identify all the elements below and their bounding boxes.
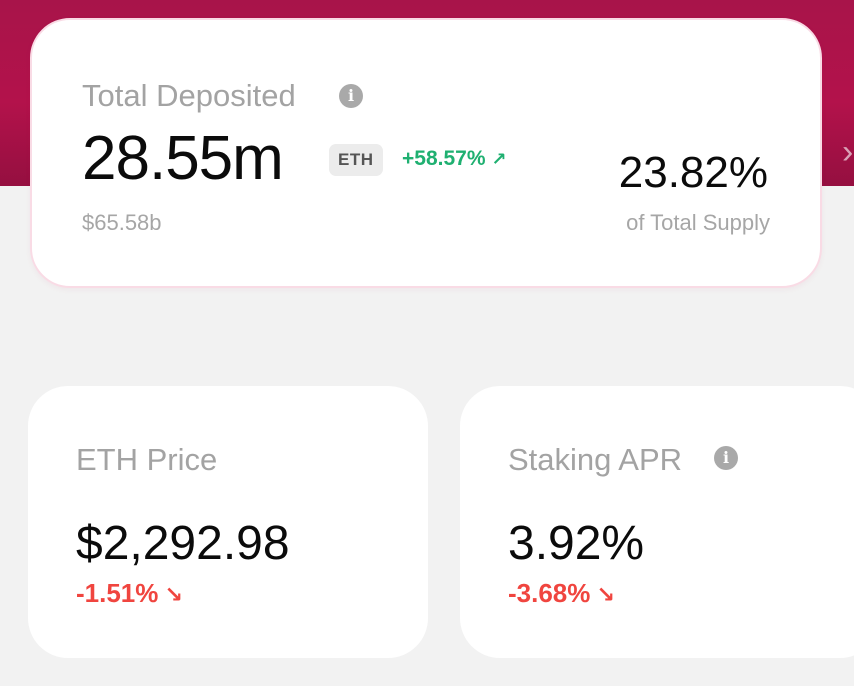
staking-apr-card: Staking APR i 3.92% -3.68% ↘	[460, 386, 854, 658]
info-icon[interactable]: i	[339, 84, 363, 108]
supply-label: of Total Supply	[626, 210, 770, 235]
info-icon[interactable]: i	[714, 446, 738, 470]
unit-badge: ETH	[329, 144, 383, 176]
arrow-up-right-icon: ↗	[491, 149, 507, 169]
total-deposited-card: Total Deposited i 28.55m ETH +58.57% ↗ $6…	[30, 18, 822, 288]
eth-price-label: ETH Price	[76, 442, 218, 477]
total-deposited-label: Total Deposited	[82, 78, 296, 113]
arrow-down-right-icon: ↘	[164, 582, 183, 607]
eth-price-value: $2,292.98	[76, 517, 290, 570]
chevron-right-icon[interactable]: ›	[842, 133, 854, 171]
eth-price-card: ETH Price $2,292.98 -1.51% ↘	[28, 386, 428, 658]
supply-percent: 23.82%	[618, 148, 768, 197]
total-deposited-usd: $65.58b	[82, 210, 162, 235]
staking-apr-label: Staking APR	[508, 442, 683, 477]
total-deposited-value: 28.55m	[82, 124, 284, 193]
arrow-down-right-icon: ↘	[596, 582, 615, 607]
staking-apr-value: 3.92%	[508, 517, 645, 570]
total-deposited-change: +58.57% ↗	[402, 147, 507, 170]
eth-price-change: -1.51% ↘	[76, 578, 183, 608]
staking-apr-change: -3.68% ↘	[508, 578, 615, 608]
